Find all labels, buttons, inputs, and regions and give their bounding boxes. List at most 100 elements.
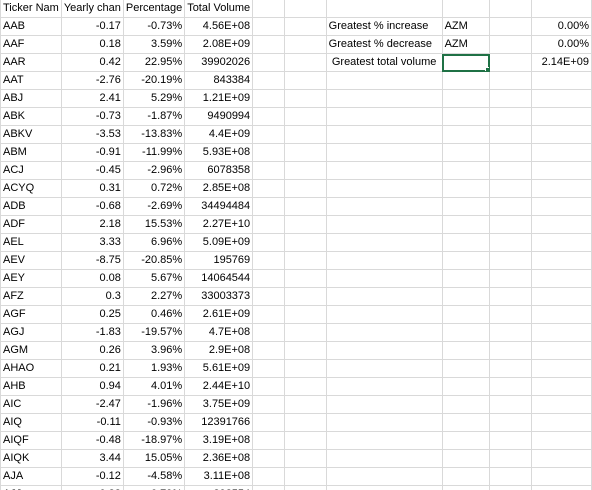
cell[interactable] <box>283 323 327 342</box>
cell[interactable] <box>252 359 285 378</box>
cell[interactable] <box>283 215 327 234</box>
total-volume-cell[interactable]: 5.09E+09 <box>184 233 254 252</box>
column-header[interactable]: Yearly chan <box>60 0 124 18</box>
ticker-cell[interactable]: AAB <box>0 17 62 36</box>
cell[interactable] <box>283 17 327 36</box>
ticker-cell[interactable]: AIQK <box>0 449 62 468</box>
cell[interactable] <box>283 89 327 108</box>
percent-change-cell[interactable]: -4.58% <box>122 467 186 486</box>
ticker-cell[interactable]: ABM <box>0 143 62 162</box>
ticker-cell[interactable]: ADF <box>0 215 62 234</box>
cell[interactable] <box>283 35 327 54</box>
percent-change-cell[interactable]: -20.85% <box>122 251 186 270</box>
cell[interactable] <box>325 449 443 468</box>
cell[interactable] <box>531 251 592 270</box>
yearly-change-cell[interactable]: -2.47 <box>60 395 124 414</box>
ticker-cell[interactable]: AAF <box>0 35 62 54</box>
yearly-change-cell[interactable]: -0.17 <box>60 17 124 36</box>
cell[interactable] <box>252 71 285 90</box>
ticker-cell[interactable]: AIC <box>0 395 62 414</box>
percent-change-cell[interactable]: -2.69% <box>122 197 186 216</box>
yearly-change-cell[interactable]: 0.08 <box>60 269 124 288</box>
cell[interactable] <box>283 449 327 468</box>
total-volume-cell[interactable]: 2.08E+09 <box>184 35 254 54</box>
cell[interactable] <box>531 233 592 252</box>
cell[interactable] <box>252 215 285 234</box>
cell[interactable] <box>252 179 285 198</box>
cell[interactable] <box>325 251 443 270</box>
cell[interactable] <box>283 251 327 270</box>
percent-change-cell[interactable]: -11.99% <box>122 143 186 162</box>
cell[interactable] <box>441 485 491 490</box>
cell[interactable] <box>325 395 443 414</box>
yearly-change-cell[interactable]: 2.41 <box>60 89 124 108</box>
cell[interactable] <box>252 251 285 270</box>
percent-change-cell[interactable]: -2.96% <box>122 161 186 180</box>
cell[interactable] <box>489 287 533 306</box>
total-volume-cell[interactable]: 195769 <box>184 251 254 270</box>
summary-label[interactable]: Greatest total volume <box>325 53 443 72</box>
summary-value[interactable]: 0.00% <box>531 35 592 54</box>
cell[interactable] <box>441 395 491 414</box>
total-volume-cell[interactable]: 12391766 <box>184 413 254 432</box>
yearly-change-cell[interactable]: 0.21 <box>60 359 124 378</box>
cell[interactable] <box>252 395 285 414</box>
cell[interactable] <box>325 341 443 360</box>
total-volume-cell[interactable]: 5.61E+09 <box>184 359 254 378</box>
yearly-change-cell[interactable]: 0.88 <box>60 485 124 490</box>
total-volume-cell[interactable]: 14064544 <box>184 269 254 288</box>
cell[interactable] <box>252 197 285 216</box>
cell[interactable] <box>489 35 533 54</box>
percent-change-cell[interactable]: 3.96% <box>122 341 186 360</box>
cell[interactable] <box>252 341 285 360</box>
total-volume-cell[interactable]: 4.7E+08 <box>184 323 254 342</box>
cell[interactable] <box>531 215 592 234</box>
cell[interactable] <box>489 323 533 342</box>
cell[interactable] <box>283 341 327 360</box>
cell[interactable] <box>283 395 327 414</box>
cell[interactable] <box>489 449 533 468</box>
cell[interactable] <box>441 197 491 216</box>
cell[interactable] <box>252 53 285 72</box>
ticker-cell[interactable]: AEV <box>0 251 62 270</box>
cell[interactable] <box>325 0 443 18</box>
cell[interactable] <box>531 341 592 360</box>
cell[interactable] <box>283 413 327 432</box>
ticker-cell[interactable]: AFZ <box>0 287 62 306</box>
cell[interactable] <box>531 305 592 324</box>
cell[interactable] <box>489 197 533 216</box>
cell[interactable] <box>441 89 491 108</box>
fill-handle[interactable] <box>485 67 489 71</box>
cell[interactable] <box>441 305 491 324</box>
cell[interactable] <box>252 17 285 36</box>
percent-change-cell[interactable]: 3.59% <box>122 35 186 54</box>
cell[interactable] <box>325 161 443 180</box>
total-volume-cell[interactable]: 33003373 <box>184 287 254 306</box>
cell[interactable] <box>283 233 327 252</box>
ticker-cell[interactable]: AEL <box>0 233 62 252</box>
cell[interactable] <box>283 485 327 490</box>
cell[interactable] <box>325 269 443 288</box>
cell[interactable] <box>489 359 533 378</box>
cell[interactable] <box>531 125 592 144</box>
selected-cell[interactable] <box>441 53 491 72</box>
cell[interactable] <box>441 287 491 306</box>
cell[interactable] <box>325 215 443 234</box>
cell[interactable] <box>283 125 327 144</box>
cell[interactable] <box>489 431 533 450</box>
yearly-change-cell[interactable]: 0.25 <box>60 305 124 324</box>
ticker-cell[interactable]: ABJ <box>0 89 62 108</box>
cell[interactable] <box>489 269 533 288</box>
yearly-change-cell[interactable]: -8.75 <box>60 251 124 270</box>
cell[interactable] <box>489 89 533 108</box>
yearly-change-cell[interactable]: 0.3 <box>60 287 124 306</box>
cell[interactable] <box>252 413 285 432</box>
cell[interactable] <box>441 161 491 180</box>
percent-change-cell[interactable]: 15.53% <box>122 215 186 234</box>
yearly-change-cell[interactable]: -0.45 <box>60 161 124 180</box>
cell[interactable] <box>325 179 443 198</box>
cell[interactable] <box>489 341 533 360</box>
percent-change-cell[interactable]: -20.19% <box>122 71 186 90</box>
cell[interactable] <box>283 269 327 288</box>
ticker-cell[interactable]: ABKV <box>0 125 62 144</box>
